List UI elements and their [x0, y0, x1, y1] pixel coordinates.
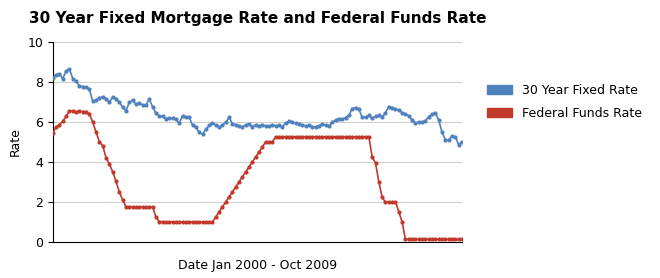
- Text: Date Jan 2000 - Oct 2009: Date Jan 2000 - Oct 2009: [178, 259, 337, 272]
- Legend: 30 Year Fixed Rate, Federal Funds Rate: 30 Year Fixed Rate, Federal Funds Rate: [480, 78, 648, 126]
- Y-axis label: Rate: Rate: [9, 127, 22, 156]
- Text: 30 Year Fixed Mortgage Rate and Federal Funds Rate: 30 Year Fixed Mortgage Rate and Federal …: [28, 11, 486, 26]
